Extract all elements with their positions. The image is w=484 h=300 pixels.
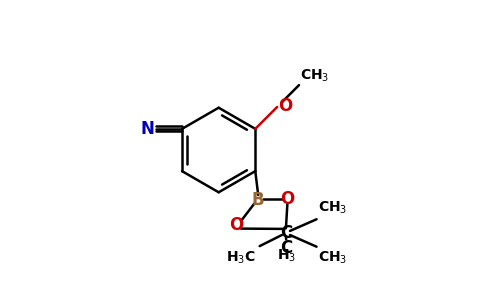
Text: H$_3$C: H$_3$C — [226, 250, 256, 266]
Text: N: N — [140, 120, 154, 138]
Text: H$_3$: H$_3$ — [277, 248, 296, 264]
Text: O: O — [229, 216, 243, 234]
Text: CH$_3$: CH$_3$ — [318, 200, 348, 216]
Text: C: C — [280, 224, 292, 242]
Text: CH$_3$: CH$_3$ — [318, 250, 348, 266]
Text: O: O — [278, 98, 293, 116]
Text: C: C — [280, 239, 292, 257]
Text: O: O — [280, 190, 294, 208]
Text: CH$_3$: CH$_3$ — [300, 68, 330, 84]
Text: B: B — [252, 191, 265, 209]
